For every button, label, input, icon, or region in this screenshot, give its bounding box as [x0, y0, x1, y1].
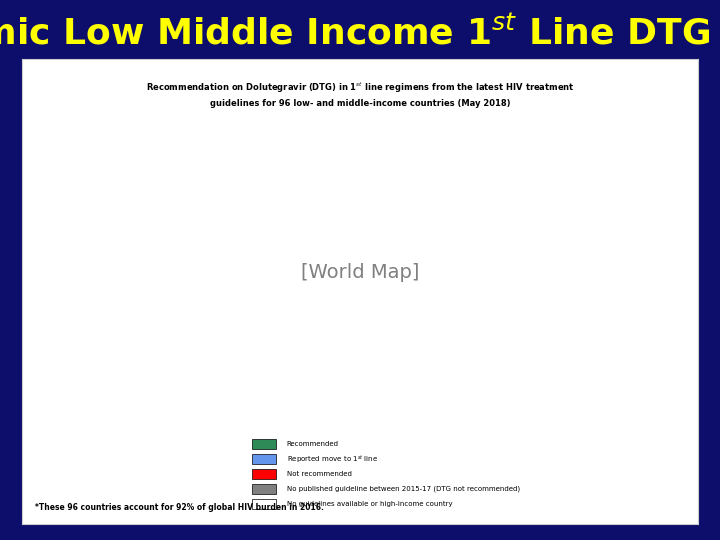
Bar: [252, 484, 276, 494]
Bar: [252, 499, 276, 509]
Text: No guidelines available or high-income country: No guidelines available or high-income c…: [287, 501, 452, 507]
Text: Reported move to 1$^{st}$ line: Reported move to 1$^{st}$ line: [287, 453, 378, 465]
Bar: [252, 454, 276, 464]
Text: No published guideline between 2015-17 (DTG not recommended): No published guideline between 2015-17 (…: [287, 485, 520, 492]
Bar: [252, 469, 276, 479]
Text: guidelines for 96 low- and middle-income countries (May 2018): guidelines for 96 low- and middle-income…: [210, 99, 510, 108]
Bar: [252, 438, 276, 449]
Text: *These 96 countries account for 92% of global HIV burden in 2016.: *These 96 countries account for 92% of g…: [35, 503, 324, 512]
Text: Dynamic Low Middle Income 1$^{st}$ Line DTG policy: Dynamic Low Middle Income 1$^{st}$ Line …: [0, 11, 720, 53]
Text: Recommendation on Dolutegravir (DTG) in 1$^{st}$ line regimens from the latest H: Recommendation on Dolutegravir (DTG) in …: [145, 80, 575, 94]
Text: [World Map]: [World Map]: [301, 263, 419, 282]
Text: Recommended: Recommended: [287, 441, 338, 447]
Text: Not recommended: Not recommended: [287, 471, 351, 477]
